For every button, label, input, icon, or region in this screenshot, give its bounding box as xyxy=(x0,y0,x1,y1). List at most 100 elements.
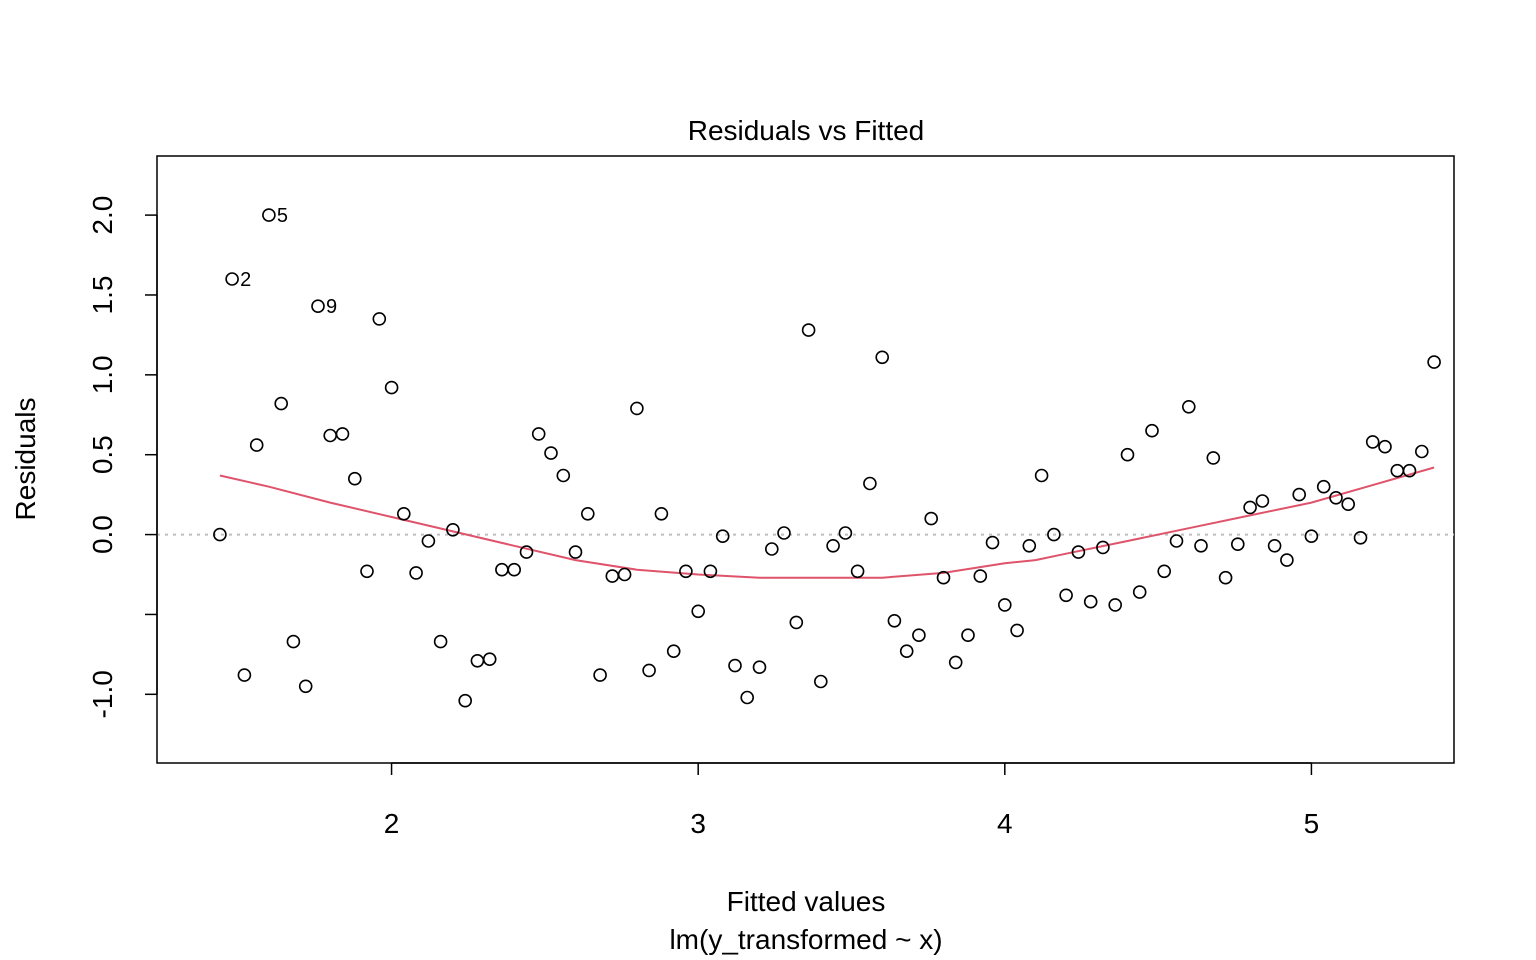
data-point xyxy=(1010,623,1024,638)
y-axis-label: Residuals xyxy=(10,398,41,521)
smooth-line xyxy=(219,466,1435,579)
data-point xyxy=(1022,538,1037,553)
data-point xyxy=(887,613,902,628)
data-point xyxy=(1034,468,1049,483)
data-point xyxy=(936,570,951,585)
data-point xyxy=(617,567,632,582)
data-point xyxy=(1341,497,1355,512)
data-point xyxy=(1132,585,1147,599)
data-point xyxy=(519,545,534,559)
data-point xyxy=(446,522,460,537)
data-point xyxy=(1047,527,1061,542)
x-tick-label: 5 xyxy=(1304,808,1320,839)
data-point xyxy=(593,668,607,682)
data-point xyxy=(1218,570,1233,585)
chart-title: Residuals vs Fitted xyxy=(688,115,925,146)
data-point xyxy=(249,438,264,452)
y-tick-label: -1.0 xyxy=(87,670,118,718)
data-point xyxy=(1267,538,1282,553)
data-point xyxy=(1329,490,1343,505)
data-point xyxy=(237,668,252,682)
data-point xyxy=(495,562,509,577)
data-point xyxy=(1280,553,1294,567)
data-point xyxy=(985,535,1000,550)
data-point xyxy=(642,663,656,678)
data-point xyxy=(703,564,718,579)
data-point xyxy=(1157,564,1171,579)
data-point xyxy=(605,569,620,583)
data-point xyxy=(1415,444,1429,459)
data-point xyxy=(1378,439,1392,454)
data-point xyxy=(1353,530,1368,545)
data-point xyxy=(507,562,522,577)
x-axis-label: Fitted values xyxy=(727,886,886,917)
data-point xyxy=(850,564,865,579)
data-point xyxy=(556,468,571,483)
data-point xyxy=(1083,594,1098,609)
data-point xyxy=(875,350,890,365)
y-axis: -1.0 0.0 0.5 1.0 1.5 2.0 xyxy=(87,196,158,718)
data-point xyxy=(433,634,448,649)
data-point xyxy=(470,653,485,668)
data-point xyxy=(948,655,963,670)
data-point xyxy=(813,674,828,689)
point-labels: 5 2 9 xyxy=(240,205,337,318)
data-point xyxy=(1108,598,1122,612)
plot-frame xyxy=(156,155,1455,764)
x-axis-sublabel: lm(y_transformed ~ x) xyxy=(669,924,942,955)
data-point xyxy=(924,511,939,526)
data-point xyxy=(764,542,779,556)
data-point xyxy=(458,693,473,708)
data-point xyxy=(1120,447,1135,462)
data-point xyxy=(1365,435,1380,449)
data-point xyxy=(421,534,436,548)
data-point xyxy=(213,527,227,542)
x-axis: 2 3 4 5 xyxy=(384,762,1320,839)
data-point xyxy=(311,299,325,314)
data-point xyxy=(1402,463,1417,478)
data-point xyxy=(323,428,338,443)
y-tick-label: 1.0 xyxy=(87,355,118,394)
data-point xyxy=(409,566,423,580)
data-point xyxy=(1169,534,1184,548)
y-tick-label: 0.0 xyxy=(87,515,118,554)
data-point xyxy=(396,506,411,521)
data-point xyxy=(360,564,374,579)
data-point xyxy=(1096,540,1110,555)
data-point xyxy=(1292,487,1306,502)
outlier-label: 9 xyxy=(326,296,337,318)
data-point xyxy=(1071,545,1086,559)
data-point xyxy=(863,476,877,491)
data-point xyxy=(1145,423,1159,438)
data-point xyxy=(801,323,816,337)
data-point xyxy=(666,644,681,659)
data-point xyxy=(225,272,239,286)
data-point xyxy=(997,598,1012,612)
data-point xyxy=(580,506,595,521)
data-point xyxy=(826,538,840,553)
data-point xyxy=(286,634,301,649)
data-point xyxy=(262,208,276,222)
data-point xyxy=(335,427,350,441)
x-tick-label: 3 xyxy=(690,808,706,839)
data-point xyxy=(691,604,706,619)
data-point xyxy=(728,658,742,673)
y-tick-label: 2.0 xyxy=(87,196,118,235)
data-point xyxy=(715,529,730,544)
data-point xyxy=(482,652,497,667)
data-point xyxy=(679,564,693,579)
data-point xyxy=(372,312,387,326)
data-point xyxy=(274,396,289,411)
data-point xyxy=(1231,537,1245,552)
data-point xyxy=(1304,529,1319,544)
data-point xyxy=(568,545,583,559)
y-tick-label: 1.5 xyxy=(87,276,118,315)
data-point xyxy=(1390,463,1405,478)
data-point xyxy=(384,380,399,395)
outlier-label: 2 xyxy=(240,269,251,291)
data-point xyxy=(1059,588,1073,603)
data-point xyxy=(531,427,546,441)
data-point xyxy=(973,569,988,583)
data-point xyxy=(838,526,853,540)
